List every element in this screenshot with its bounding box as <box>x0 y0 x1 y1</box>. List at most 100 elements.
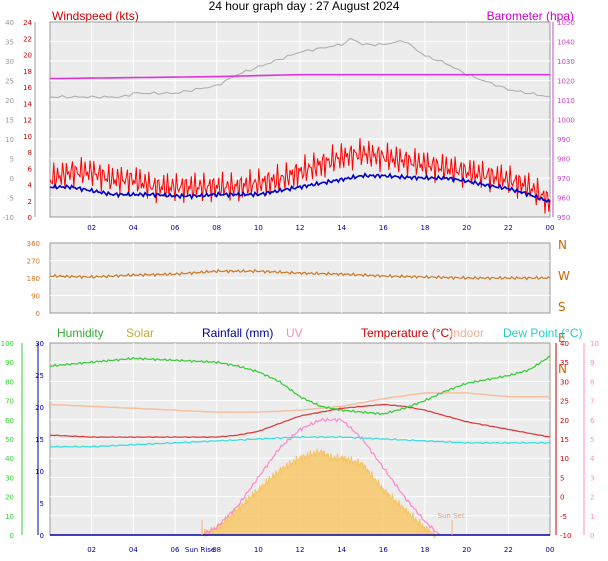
temperature-line <box>49 403 551 439</box>
rain-tick-label: 10 <box>35 468 44 476</box>
x-tick-label: 02 <box>87 546 96 554</box>
x-tick-label: 20 <box>462 546 471 554</box>
x-tick-label: 22 <box>504 546 513 554</box>
solar-area <box>202 448 436 538</box>
humidity-tick-label: 100 <box>1 340 14 348</box>
x-tick-label: 14 <box>337 546 346 554</box>
uv-tick-label: 7 <box>590 398 594 406</box>
baro-tick-label: 990 <box>557 136 570 144</box>
indoor-label: Indoor <box>450 326 485 340</box>
direction-tick-label: 180 <box>27 275 40 283</box>
kts2-tick-label: 16 <box>23 84 32 92</box>
temp-tick-label: 35 <box>560 359 569 367</box>
solar-label: Solar <box>126 326 155 340</box>
windspeed-line <box>49 138 551 214</box>
rain-tick-label: 0 <box>40 532 44 540</box>
compass-label: E <box>558 331 566 345</box>
x-tick-label: 20 <box>462 224 471 232</box>
x-tick-label: 02 <box>87 224 96 232</box>
temp-tick-label: 5 <box>560 474 564 482</box>
kts-tick-label: 0 <box>10 175 14 183</box>
kts-tick-label: 5 <box>10 156 14 164</box>
kts2-tick-label: 0 <box>28 214 32 222</box>
humidity-tick-label: 30 <box>5 474 14 482</box>
temp-tick-label: 15 <box>560 436 569 444</box>
uv-tick-label: 5 <box>590 436 594 444</box>
barometer-line <box>50 73 550 80</box>
temp-tick-label: 20 <box>560 417 569 425</box>
x-tick-label: 00 <box>546 546 555 554</box>
baro-tick-label: 960 <box>557 195 570 203</box>
x-tick-label: 04 <box>129 224 138 232</box>
baro-tick-label: 1040 <box>557 39 575 47</box>
humidity-tick-label: 60 <box>5 417 14 425</box>
kts2-tick-label: 14 <box>23 100 32 108</box>
x-tick-label: 00 <box>546 224 555 232</box>
rain-tick-label: 30 <box>35 340 44 348</box>
compass-label: N <box>558 362 567 376</box>
baro-tick-label: 1000 <box>557 117 575 125</box>
x-tick-label: 18 <box>421 546 430 554</box>
temp-tick-label: 10 <box>560 455 569 463</box>
temp-tick-label: 40 <box>560 340 569 348</box>
uv-tick-label: 6 <box>590 417 595 425</box>
humidity-tick-label: 20 <box>5 494 14 502</box>
kts2-tick-label: 8 <box>28 149 32 157</box>
x-tick-label: 10 <box>254 546 263 554</box>
dewpoint-line <box>49 435 551 448</box>
dewpoint-label: Dew Point (°C) <box>503 326 583 340</box>
x-tick-label: 22 <box>504 224 513 232</box>
x-tick-label: 12 <box>296 224 305 232</box>
barometer-label: Barometer (hpa) <box>486 9 574 23</box>
x-tick-label: 12 <box>296 546 305 554</box>
temperature-label: Temperature (°C) <box>361 326 454 340</box>
x-tick-label: 08 <box>212 546 221 554</box>
x-tick-label: 04 <box>129 546 138 554</box>
kts2-tick-label: 20 <box>23 52 32 60</box>
x-tick-label: 06 <box>171 224 180 232</box>
windspeed-label: Windspeed (kts) <box>52 9 139 23</box>
kts-tick-label: 20 <box>5 97 14 105</box>
kts-tick-label: 15 <box>5 117 14 125</box>
temp-tick-label: 0 <box>560 494 564 502</box>
humidity-tick-label: 70 <box>5 398 14 406</box>
uv-tick-label: 10 <box>590 340 599 348</box>
uv-tick-label: 9 <box>590 359 594 367</box>
compass-label: S <box>558 300 566 314</box>
direction-tick-label: 0 <box>36 310 40 318</box>
baro-tick-label: 980 <box>557 156 570 164</box>
kts-tick-label: 35 <box>5 39 14 47</box>
humidity-tick-label: 10 <box>5 513 14 521</box>
rain-tick-label: 20 <box>35 404 44 412</box>
temp-tick-label: -10 <box>560 532 571 540</box>
kts2-tick-label: 24 <box>23 19 32 27</box>
compass-label: W <box>558 269 570 283</box>
rain-tick-label: 5 <box>40 500 44 508</box>
kts-tick-label: 30 <box>5 58 14 66</box>
baro-tick-label: 1050 <box>557 19 575 27</box>
compass-label: N <box>558 238 567 252</box>
kts-tick-label: 25 <box>5 78 14 86</box>
indoor-line <box>49 392 551 414</box>
humidity-tick-label: 80 <box>5 378 14 386</box>
direction-tick-label: 360 <box>27 240 40 248</box>
humidity-tick-label: 40 <box>5 455 14 463</box>
uv-line <box>201 417 440 536</box>
x-tick-label: 10 <box>254 224 263 232</box>
humidity-tick-label: 90 <box>5 359 14 367</box>
kts2-tick-label: 22 <box>23 35 32 43</box>
kts2-tick-label: 10 <box>23 133 32 141</box>
baro-tick-label: 970 <box>557 175 570 183</box>
temp-tick-label: -5 <box>560 513 567 521</box>
uv-tick-label: 4 <box>590 455 595 463</box>
kts-tick-label: -10 <box>3 214 14 222</box>
rain-tick-label: 25 <box>35 372 44 380</box>
x-tick-label: 16 <box>379 224 388 232</box>
uv-tick-label: 3 <box>590 474 594 482</box>
baro-tick-label: 950 <box>557 214 570 222</box>
baro-tick-label: 1030 <box>557 58 575 66</box>
x-tick-label: 06 <box>171 546 180 554</box>
rain-tick-label: 15 <box>35 436 44 444</box>
kts2-tick-label: 6 <box>28 165 33 173</box>
